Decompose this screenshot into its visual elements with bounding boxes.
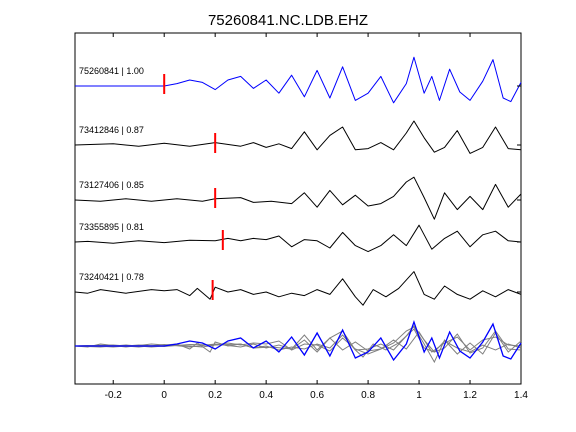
trace-label-2: 73412846 | 0.87 (79, 125, 144, 135)
x-tick-label: 0.2 (208, 390, 222, 401)
trace-4 (74, 224, 522, 253)
x-tick-label: 0.8 (361, 390, 375, 401)
overlay-trace-3 (74, 326, 522, 364)
traces-group (74, 56, 522, 306)
x-tick-label: 0.4 (259, 390, 273, 401)
trace-2 (74, 120, 522, 154)
x-tick-label: 1.4 (514, 390, 528, 401)
x-tick-label: 0.6 (310, 390, 324, 401)
trace-labels: 75260841 | 1.00 73412846 | 0.87 73127406 |… (79, 66, 144, 282)
trace-label-4: 73355895 | 0.81 (79, 222, 144, 232)
overlay-trace-5 (74, 328, 522, 358)
axes-frame (74, 32, 522, 385)
x-tick-label: -0.2 (105, 390, 123, 401)
x-tick-label: 0 (161, 390, 167, 401)
overlay-group (74, 320, 522, 364)
overlay-trace-4 (74, 331, 522, 355)
chart-title: 75260841.NC.LDB.EHZ (208, 12, 368, 29)
trace-1 (75, 56, 522, 104)
trace-label-5: 73240421 | 0.78 (79, 272, 144, 282)
trace-label-1: 75260841 | 1.00 (79, 66, 144, 76)
x-tick-label: 1.2 (463, 390, 477, 401)
trace-5 (74, 271, 522, 306)
x-axis-ticks: -0.2 0 0.2 0.4 0.6 0.8 1 1.2 1.4 (105, 33, 528, 401)
x-tick-label: 1 (416, 390, 422, 401)
overlay-trace-master (75, 320, 522, 362)
trace-3 (74, 176, 522, 220)
trace-label-3: 73127406 | 0.85 (79, 180, 144, 190)
